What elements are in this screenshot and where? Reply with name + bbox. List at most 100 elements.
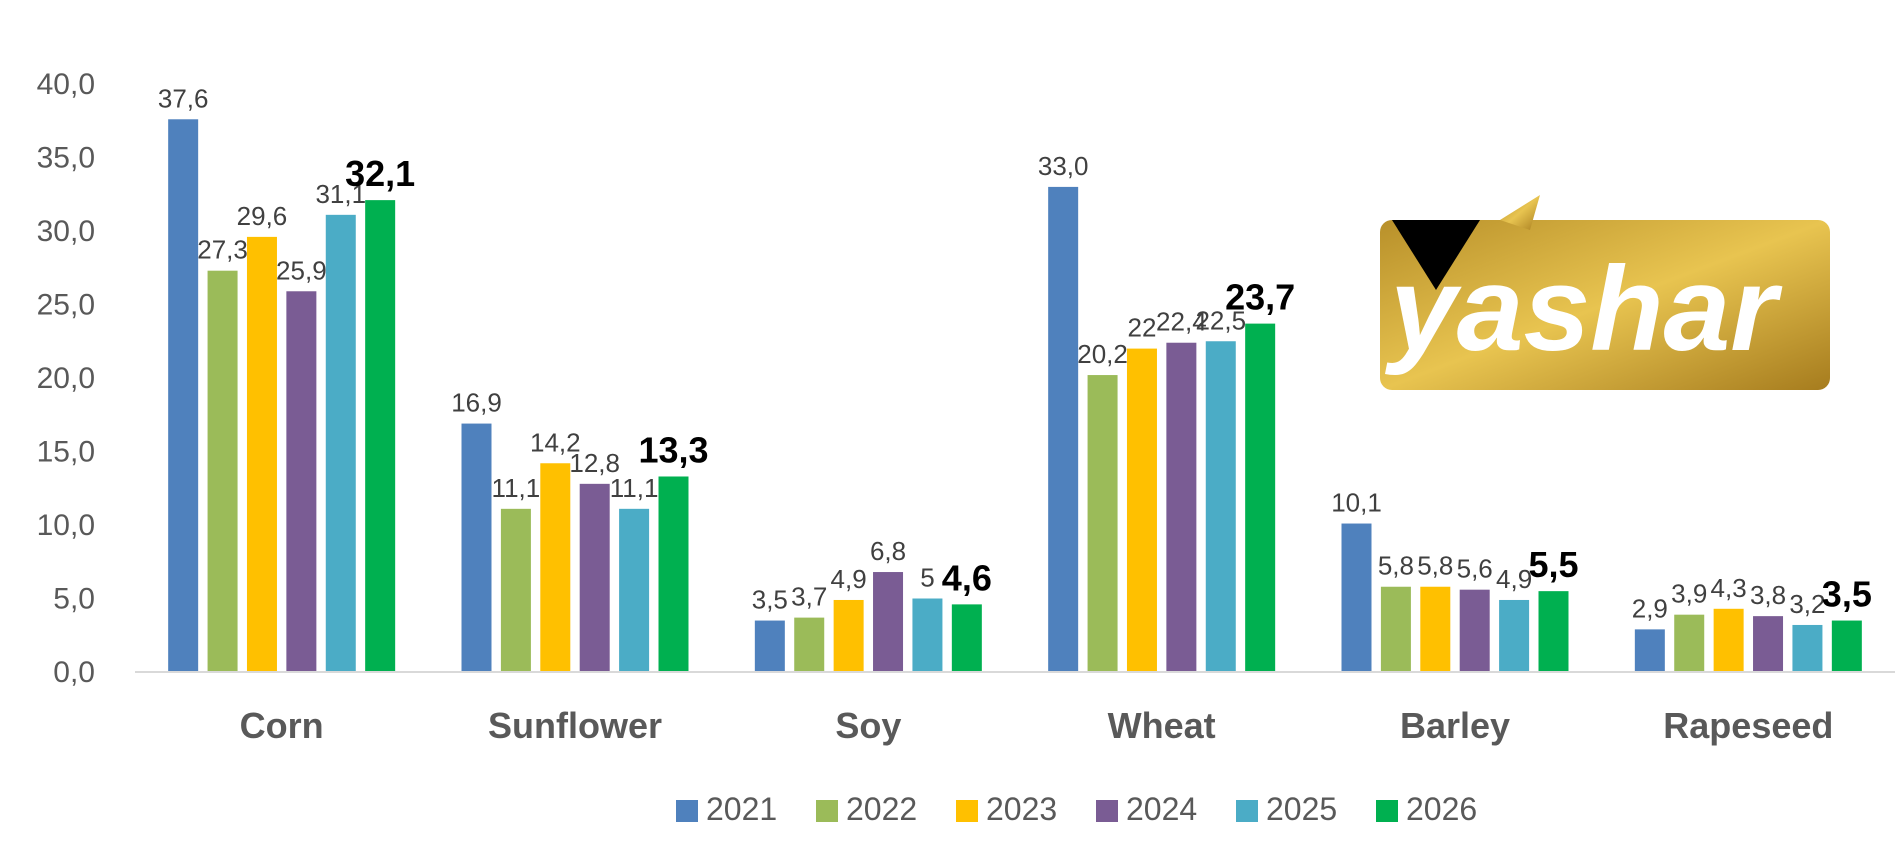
bar-wheat-2025: [1205, 341, 1236, 672]
bar-sunflower-2023: [540, 463, 571, 672]
y-tick-label: 30,0: [37, 215, 95, 248]
bar-sunflower-2025: [619, 508, 650, 672]
bar-sunflower-2026: [658, 476, 689, 672]
category-label: Sunflower: [488, 705, 662, 746]
bar-sunflower-2021: [461, 423, 492, 672]
data-label: 3,8: [1750, 580, 1786, 610]
bar-soy-2026: [951, 604, 982, 672]
bar-corn-2026: [365, 200, 396, 672]
data-label: 5,5: [1528, 544, 1578, 585]
data-label: 5,8: [1378, 551, 1414, 581]
data-label: 13,3: [638, 429, 708, 470]
bar-wheat-2024: [1166, 342, 1197, 672]
data-label: 14,2: [530, 427, 581, 457]
legend-label: 2024: [1126, 791, 1197, 827]
legend-swatch: [956, 800, 978, 822]
y-tick-label: 0,0: [53, 656, 95, 689]
legend-label: 2026: [1406, 791, 1477, 827]
data-label: 32,1: [345, 153, 415, 194]
bar-sunflower-2024: [579, 483, 610, 672]
bar-rapeseed-2023: [1713, 608, 1744, 672]
category-labels: Corn Sunflower Soy Wheat Barley Rapeseed: [240, 705, 1834, 746]
data-label: 22: [1128, 313, 1157, 343]
legend-label: 2021: [706, 791, 777, 827]
bar-barley-2026: [1538, 591, 1569, 672]
legend-swatch: [1236, 800, 1258, 822]
data-label: 6,8: [870, 536, 906, 566]
bar-wheat-2022: [1087, 375, 1118, 672]
legend-swatch: [1376, 800, 1398, 822]
bar-sunflower-2022: [500, 508, 531, 672]
data-label: 5,6: [1457, 554, 1493, 584]
bar-corn-2021: [168, 119, 199, 672]
bar-corn-2024: [286, 291, 317, 672]
bar-barley-2023: [1420, 586, 1451, 672]
data-label: 11,1: [492, 473, 541, 503]
logo-text: yashar: [1385, 242, 1783, 376]
bar-rapeseed-2024: [1753, 616, 1784, 672]
legend: 2021 2022 2023 2024 2025 2026: [676, 791, 1477, 827]
bar-soy-2025: [912, 598, 943, 672]
legend-swatch: [676, 800, 698, 822]
data-label: 27,3: [197, 235, 248, 265]
data-label: 3,5: [752, 585, 788, 615]
data-label: 16,9: [451, 388, 502, 418]
data-label: 12,8: [569, 448, 620, 478]
data-label: 33,0: [1038, 151, 1089, 181]
legend-label: 2023: [986, 791, 1057, 827]
bar-soy-2022: [794, 617, 825, 672]
data-label: 23,7: [1225, 277, 1295, 318]
y-tick-label: 40,0: [37, 68, 95, 101]
data-label: 22,4: [1156, 307, 1207, 337]
data-label: 31,1: [315, 179, 366, 209]
bar-soy-2024: [873, 572, 904, 672]
category-label: Wheat: [1108, 705, 1216, 746]
bar-rapeseed-2022: [1674, 614, 1705, 672]
legend-label: 2025: [1266, 791, 1337, 827]
bar-barley-2025: [1499, 599, 1530, 672]
data-label: 29,6: [237, 201, 288, 231]
bar-soy-2021: [754, 620, 785, 672]
y-tick-label: 5,0: [53, 583, 95, 616]
y-tick-label: 20,0: [37, 362, 95, 395]
data-label: 3,5: [1822, 574, 1872, 615]
y-axis: 0,0 5,0 10,0 15,0 20,0 25,0 30,0 35,0 40,0: [37, 68, 95, 689]
data-label: 4,9: [1496, 564, 1532, 594]
data-label: 3,9: [1671, 579, 1707, 609]
data-label: 4,3: [1711, 573, 1747, 603]
data-labels: 37,6 27,3 29,6 25,9 31,132,1 16,9 11,1 14,212,8…: [158, 83, 1872, 623]
y-tick-label: 35,0: [37, 142, 95, 175]
bar-wheat-2026: [1245, 323, 1276, 672]
data-label: 22,5: [1195, 305, 1246, 335]
bar-corn-2023: [246, 236, 277, 672]
bar-wheat-2021: [1048, 186, 1079, 672]
bar-barley-2024: [1459, 589, 1490, 672]
bar-rapeseed-2021: [1634, 629, 1665, 672]
data-label: 3,7: [791, 582, 827, 612]
data-label: 37,6: [158, 83, 209, 113]
y-tick-label: 10,0: [37, 509, 95, 542]
logo-triangle-icon: [1392, 220, 1480, 290]
bar-wheat-2023: [1126, 348, 1157, 672]
bars: [168, 119, 1862, 672]
bar-rapeseed-2026: [1831, 620, 1862, 672]
data-label: 3,2: [1789, 589, 1825, 619]
yashar-logo: yashar: [1380, 195, 1830, 390]
data-label: 10,1: [1331, 488, 1382, 518]
category-label: Soy: [835, 705, 901, 746]
category-label: Barley: [1400, 705, 1510, 746]
legend-swatch: [1096, 800, 1118, 822]
data-label: 25,9: [276, 255, 327, 285]
data-label: 5: [920, 563, 934, 593]
category-label: Rapeseed: [1663, 705, 1833, 746]
data-label: 11,1: [610, 473, 659, 503]
bar-corn-2025: [325, 214, 356, 672]
data-label: 4,6: [942, 557, 992, 598]
legend-swatch: [816, 800, 838, 822]
y-tick-label: 25,0: [37, 289, 95, 322]
legend-label: 2022: [846, 791, 917, 827]
data-label: 2,9: [1632, 593, 1668, 623]
data-label: 20,2: [1077, 339, 1128, 369]
data-label: 4,9: [831, 564, 867, 594]
